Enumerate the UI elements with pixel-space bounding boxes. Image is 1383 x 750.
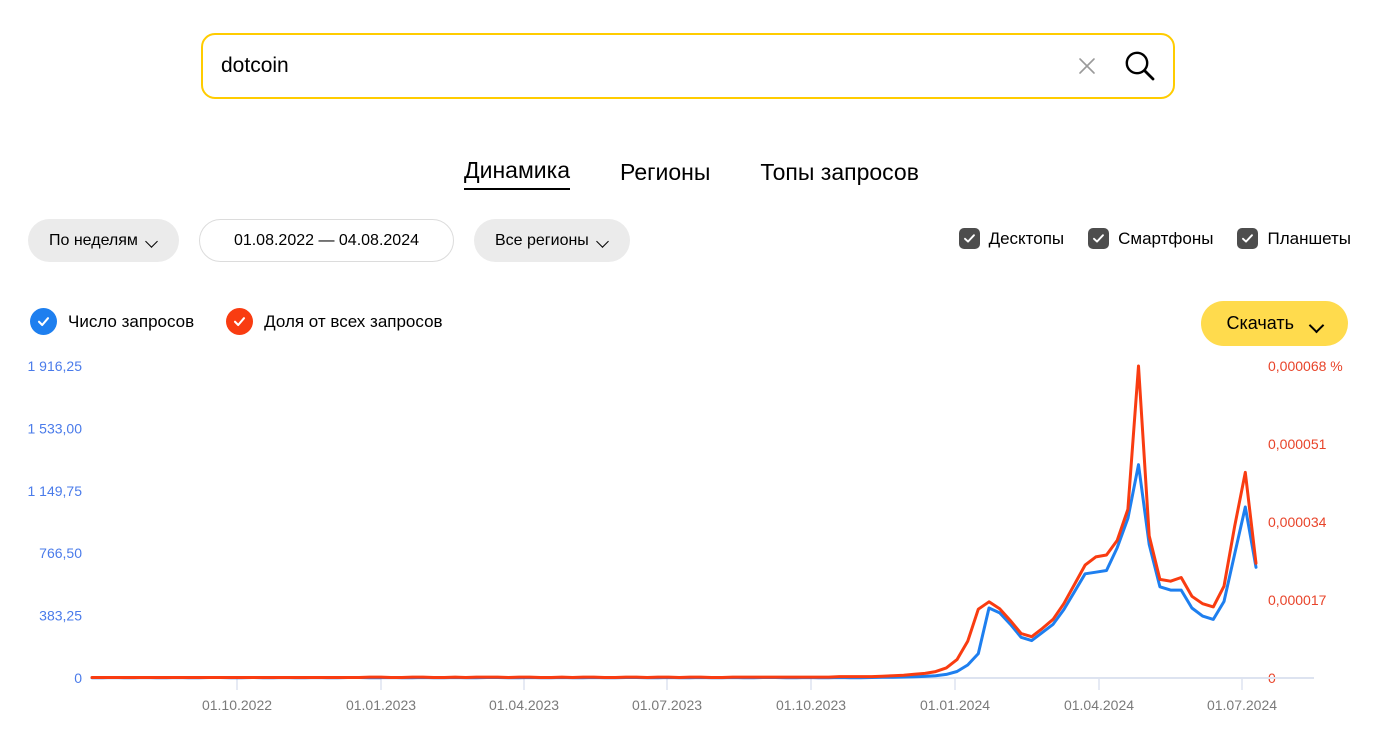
legend-item-queries[interactable]: Число запросов [30,308,194,335]
dynamics-chart: 1 916,25 1 533,00 1 149,75 766,50 383,25 0 0,0… [0,350,1383,750]
y-axis-left-tick: 0 [74,670,82,686]
check-icon [30,308,57,335]
chevron-down-icon [146,237,158,244]
x-axis-tick-label: 01.10.2023 [776,697,846,713]
close-icon[interactable] [1065,44,1109,88]
period-selector-label: По неделям [49,231,138,249]
chart-canvas[interactable]: 1 916,25 1 533,00 1 149,75 766,50 383,25 0 0,0… [0,350,1383,750]
y-axis-left-tick: 1 916,25 [28,358,83,374]
chart-line-share [90,364,1258,679]
device-label-desktop: Десктопы [988,228,1065,248]
region-selector[interactable]: Все регионы [473,219,630,262]
chevron-down-icon [597,237,609,244]
device-label-smartphone: Смартфоны [1118,228,1214,248]
tab-regiony[interactable]: Регионы [619,159,711,185]
filter-bar: По неделям 01.08.2022 — 04.08.2024 Все р… [28,219,630,262]
period-selector[interactable]: По неделям [28,219,179,262]
check-icon [958,228,980,249]
y-axis-right-tick: 0,000051 [1268,436,1327,452]
search-bar[interactable] [201,33,1175,99]
region-selector-label: Все регионы [494,231,589,249]
x-axis-tick-label: 01.04.2024 [1064,697,1134,713]
tab-dinamika[interactable]: Динамика [464,157,570,190]
tab-topy-zaprosov[interactable]: Топы запросов [760,159,919,185]
x-axis-tick-label: 01.01.2023 [346,697,416,713]
date-range-label: 01.08.2022 — 04.08.2024 [233,231,419,249]
y-axis-left-tick: 1 149,75 [28,483,83,499]
search-input[interactable] [203,35,1065,97]
y-axis-right-tick: 0,000068 % [1268,358,1343,374]
check-icon [1237,228,1259,249]
check-icon [226,308,254,335]
y-axis-left-tick: 1 533,00 [28,420,83,436]
device-checkbox-desktop[interactable]: Десктопы [958,228,1065,249]
y-axis-left-tick: 766,50 [39,545,82,561]
device-filter-group: Десктопы Смартфоны Планшеты [958,228,1351,249]
x-axis-tick-label: 01.01.2024 [920,697,990,713]
download-button-label: Скачать [1226,313,1295,333]
tab-bar: Динамика Регионы Топы запросов [0,157,1383,190]
x-axis-tick-label: 01.07.2023 [632,697,702,713]
download-button[interactable]: Скачать [1200,301,1348,346]
legend-label-queries: Число запросов [68,311,195,331]
check-icon [1088,228,1110,249]
chevron-down-icon [1310,320,1322,327]
search-icon[interactable] [1109,35,1171,97]
x-axis-tick-label: 01.04.2023 [489,697,559,713]
device-checkbox-smartphone[interactable]: Смартфоны [1088,228,1213,249]
date-range-selector[interactable]: 01.08.2022 — 04.08.2024 [198,219,454,262]
y-axis-right-tick: 0,000017 [1268,592,1327,608]
y-axis-left-tick: 383,25 [39,608,82,624]
x-axis-tick-label: 01.10.2022 [202,697,272,713]
chart-legend: Число запросов Доля от всех запросов [30,308,443,335]
y-axis-right-tick: 0,000034 [1268,514,1327,530]
device-label-tablet: Планшеты [1267,228,1351,248]
device-checkbox-tablet[interactable]: Планшеты [1237,228,1351,249]
legend-item-share[interactable]: Доля от всех запросов [226,308,443,335]
legend-label-share: Доля от всех запросов [264,311,443,331]
x-axis-tick-label: 01.07.2024 [1207,697,1277,713]
